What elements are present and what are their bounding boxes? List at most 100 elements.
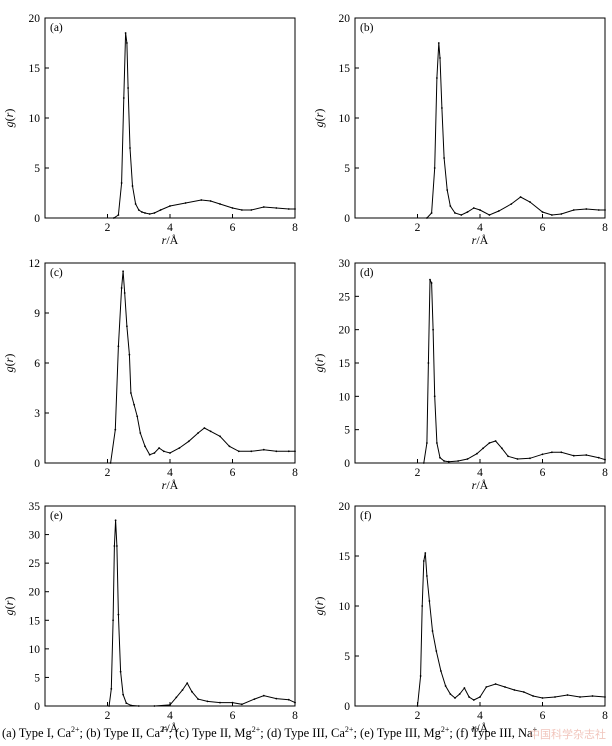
x-axis-label-var: r [472,721,477,735]
data-point [126,42,128,44]
x-axis-label: r/Å [162,478,179,492]
y-axis-label: g(r) [312,109,326,128]
data-point [440,670,442,672]
x-tick-label: 2 [415,467,421,479]
data-point [460,214,463,216]
data-point [159,209,162,211]
y-axis-label-part: ) [2,597,16,601]
data-point [117,613,120,616]
y-axis-label-part: r [312,357,326,362]
data-point [443,157,445,159]
data-point [294,208,296,210]
y-tick-label: 15 [29,63,41,75]
y-axis-label-part: r [2,357,16,362]
data-point [162,450,165,453]
data-point [551,214,553,216]
data-point [294,450,296,453]
data-point [133,403,136,406]
data-point [431,630,434,632]
data-point [141,211,143,213]
data-point [436,442,438,444]
data-point [497,210,500,212]
data-point [519,196,522,198]
data-point [136,415,139,418]
data-point [510,203,513,205]
data-point [131,185,134,187]
caption-e-sup: 2+ [440,724,450,734]
data-point [128,353,131,356]
data-point [125,702,128,704]
x-tick-label: 6 [230,710,236,722]
data-point [144,212,146,214]
series-line [45,520,295,706]
x-tick-label: 8 [292,222,298,234]
panel-label: (d) [360,267,374,279]
y-tick-label: 9 [34,308,40,320]
x-tick-label: 6 [230,222,236,234]
data-point [572,209,575,211]
y-axis-label-part: ( [2,605,16,609]
data-point [426,217,428,219]
data-point [228,445,231,448]
data-point [522,691,525,693]
data-point [250,209,253,211]
data-point [120,182,123,184]
data-point [108,705,110,707]
y-axis-label-part: ( [312,362,326,366]
data-point [441,107,443,109]
data-point [287,698,290,701]
data-point [275,450,278,453]
data-point [541,211,544,213]
data-point [181,689,184,691]
y-tick-label: 35 [29,501,41,513]
data-point [541,697,544,699]
y-tick-label: 15 [339,358,351,370]
data-point [597,209,600,211]
data-point [219,701,221,704]
x-axis-label-unit: /Å [476,233,488,247]
data-point [466,211,469,213]
x-axis-label-unit: /Å [476,478,488,492]
data-point [430,282,433,284]
data-point [554,696,556,698]
series-line [355,552,605,706]
data-point [148,213,151,215]
data-point [134,203,137,205]
data-point [219,203,221,205]
data-point [513,689,516,691]
data-point [112,619,114,622]
data-point [560,451,563,454]
data-point [468,696,470,698]
y-tick-label: 10 [29,113,41,125]
y-axis-label-part: g [2,366,16,372]
x-tick-label: 6 [540,467,546,479]
data-point [178,447,181,449]
y-axis-label-part: ) [2,354,16,358]
data-point [585,208,588,210]
data-point [144,445,146,448]
caption-f-text: ; (f) Type III, Na [449,726,533,740]
y-axis-label-part: r [312,112,326,117]
y-axis-label-part: g [312,366,326,372]
y-axis-label-part: ( [2,362,16,366]
data-point [504,686,506,688]
y-tick-label: 6 [34,358,40,370]
x-tick-label: 2 [105,467,111,479]
y-axis-label-part: g [2,609,16,615]
data-point [488,214,491,216]
data-point [250,450,253,453]
y-axis-label-part: ( [312,117,326,121]
y-tick-label: 25 [29,558,41,570]
data-point [262,448,265,451]
y-axis-label-part: r [2,600,16,605]
x-tick-label: 8 [292,710,298,722]
y-tick-label: 0 [34,458,40,470]
panel-label: (f) [360,510,372,522]
y-tick-label: 5 [344,651,350,663]
y-axis-label-part: g [312,121,326,127]
data-point [529,457,531,460]
x-axis-label: r/Å [472,721,489,735]
